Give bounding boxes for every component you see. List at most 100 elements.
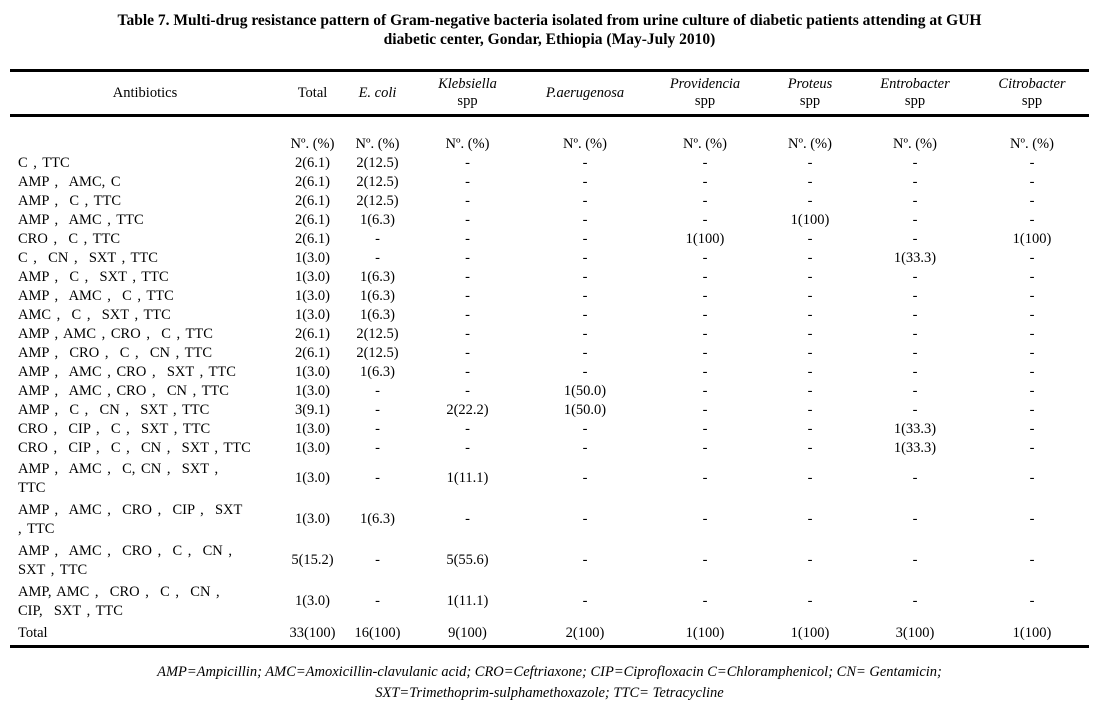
value-cell: - — [807, 440, 813, 456]
value-cell: - — [807, 326, 813, 342]
value-cell: 1(33.3) — [893, 440, 937, 456]
column-header-klebsiella: Klebsiella spp — [438, 76, 497, 109]
value-cell: - — [582, 212, 588, 228]
antibiotic-cell: AMP , CRO , C , CN , TTC — [18, 345, 213, 361]
value-cell: - — [702, 345, 708, 361]
column-header-label: Antibiotics — [112, 84, 178, 101]
value-cell: 2(12.5) — [356, 174, 399, 190]
value-cell: 2(6.1) — [294, 193, 331, 209]
value-cell: - — [582, 440, 588, 456]
value-cell: - — [807, 364, 813, 380]
footnote-line-2: SXT=Trimethoprim-sulphamethoxazole; TTC=… — [375, 685, 724, 701]
antibiotic-cell: CRO , CIP , C , CN , SXT , TTC — [18, 440, 251, 456]
table-row: AMP , AMC , CRO , C , CN , SXT , TTC 5(15… — [10, 540, 1089, 581]
antibiotic-cell: AMP , AMC , C, CN , SXT , TTC — [18, 460, 219, 496]
table-row: AMP , AMC, C 2(6.1) 2(12.5) - - - - - - — [10, 173, 1089, 192]
value-cell: 1(33.3) — [893, 421, 937, 437]
value-cell: 1(3.0) — [294, 269, 331, 285]
value-cell: - — [1029, 383, 1035, 399]
column-header-label: Proteus — [787, 76, 833, 92]
value-cell: 1(3.0) — [294, 250, 331, 266]
units-cell: Nº. (%) — [290, 136, 335, 152]
table-row: AMP , C , TTC 2(6.1) 2(12.5) - - - - - - — [10, 192, 1089, 211]
value-cell: - — [807, 345, 813, 361]
value-cell: - — [582, 593, 588, 609]
value-cell: - — [807, 511, 813, 527]
antibiotic-cell: AMP , C , SXT , TTC — [18, 269, 169, 285]
value-cell: - — [465, 440, 470, 456]
antibiotic-cell: Total — [18, 625, 48, 641]
footnote-line-1: AMP=Ampicillin; AMC=Amoxicillin-clavulan… — [157, 664, 942, 680]
value-cell: - — [702, 155, 708, 171]
value-cell: - — [582, 193, 588, 209]
value-cell: - — [465, 383, 470, 399]
value-cell: - — [375, 593, 380, 609]
value-cell: 1(3.0) — [294, 383, 331, 399]
value-cell: - — [1029, 421, 1035, 437]
antibiotic-cell: AMC , C , SXT , TTC — [18, 307, 171, 323]
value-cell: 1(6.3) — [359, 364, 396, 380]
antibiotic-cell: AMP , C , TTC — [18, 193, 122, 209]
value-cell: 1(6.3) — [359, 288, 396, 304]
column-header-providencia: Providencia spp — [669, 76, 741, 109]
value-cell: - — [912, 470, 918, 486]
value-cell: - — [582, 364, 588, 380]
value-cell: - — [702, 364, 708, 380]
value-cell: 3(9.1) — [294, 402, 331, 418]
value-cell: - — [912, 288, 918, 304]
value-cell: - — [807, 288, 813, 304]
value-cell: 1(100) — [685, 625, 725, 641]
value-cell: - — [582, 470, 588, 486]
value-cell: 1(11.1) — [446, 593, 489, 609]
value-cell: 2(6.1) — [294, 155, 331, 171]
units-cell: Nº. (%) — [355, 136, 400, 152]
value-cell: - — [375, 231, 380, 247]
value-cell: - — [1029, 307, 1035, 323]
table-row: AMP , C , SXT , TTC 1(3.0) 1(6.3) - - - - - - — [10, 268, 1089, 287]
value-cell: 33(100) — [289, 625, 336, 641]
value-cell: - — [582, 326, 588, 342]
value-cell: 1(11.1) — [446, 470, 489, 486]
value-cell: 9(100) — [448, 625, 487, 641]
table-title-line-2: diabetic center, Gondar, Ethiopia (May-J… — [383, 31, 716, 48]
value-cell: 1(3.0) — [294, 470, 331, 486]
value-cell: 1(50.0) — [563, 402, 607, 418]
antibiotic-cell: AMP , C , CN , SXT , TTC — [18, 402, 210, 418]
value-cell: - — [702, 440, 708, 456]
value-cell: - — [465, 326, 470, 342]
value-cell: - — [912, 364, 918, 380]
value-cell: - — [702, 402, 708, 418]
value-cell: - — [807, 421, 813, 437]
value-cell: 3(100) — [895, 625, 935, 641]
value-cell: 2(6.1) — [294, 212, 331, 228]
value-cell: 5(55.6) — [446, 552, 489, 568]
units-row: Nº. (%) Nº. (%) Nº. (%) Nº. (%) Nº. (%) … — [10, 117, 1089, 154]
column-header-paerugenosa: P.aerugenosa — [525, 72, 645, 114]
units-cell: Nº. (%) — [683, 136, 727, 152]
resistance-table: Antibiotics Total E. coli Klebsiella spp… — [10, 69, 1089, 648]
value-cell: - — [702, 421, 708, 437]
value-cell: - — [582, 155, 588, 171]
antibiotic-cell: AMP, AMC , CRO , C , CN , CIP, SXT , TTC — [18, 583, 220, 619]
column-header-citrobacter: Citrobacter spp — [998, 76, 1066, 109]
value-cell: 1(3.0) — [294, 288, 331, 304]
units-cell: Nº. (%) — [788, 136, 832, 152]
table-row: AMP , CRO , C , CN , TTC 2(6.1) 2(12.5) - - -… — [10, 344, 1089, 363]
table-header-row: Antibiotics Total E. coli Klebsiella spp… — [10, 72, 1089, 117]
value-cell: - — [375, 440, 380, 456]
antibiotic-cell: AMP , AMC , C , TTC — [18, 288, 174, 304]
antibiotic-cell: CRO , CIP , C , SXT , TTC — [18, 421, 211, 437]
value-cell: - — [807, 552, 813, 568]
value-cell: - — [807, 174, 813, 190]
value-cell: - — [912, 345, 918, 361]
table-title-line-1: Table 7. Multi-drug resistance pattern o… — [117, 12, 982, 29]
value-cell: - — [807, 593, 813, 609]
value-cell: 1(50.0) — [563, 383, 607, 399]
column-header-ecoli: E. coli — [345, 72, 410, 114]
table-row: CRO , CIP , C , CN , SXT , TTC 1(3.0) - - - -… — [10, 439, 1089, 458]
value-cell: - — [1029, 212, 1035, 228]
value-cell: - — [582, 231, 588, 247]
value-cell: - — [1029, 250, 1035, 266]
value-cell: 1(3.0) — [294, 364, 331, 380]
